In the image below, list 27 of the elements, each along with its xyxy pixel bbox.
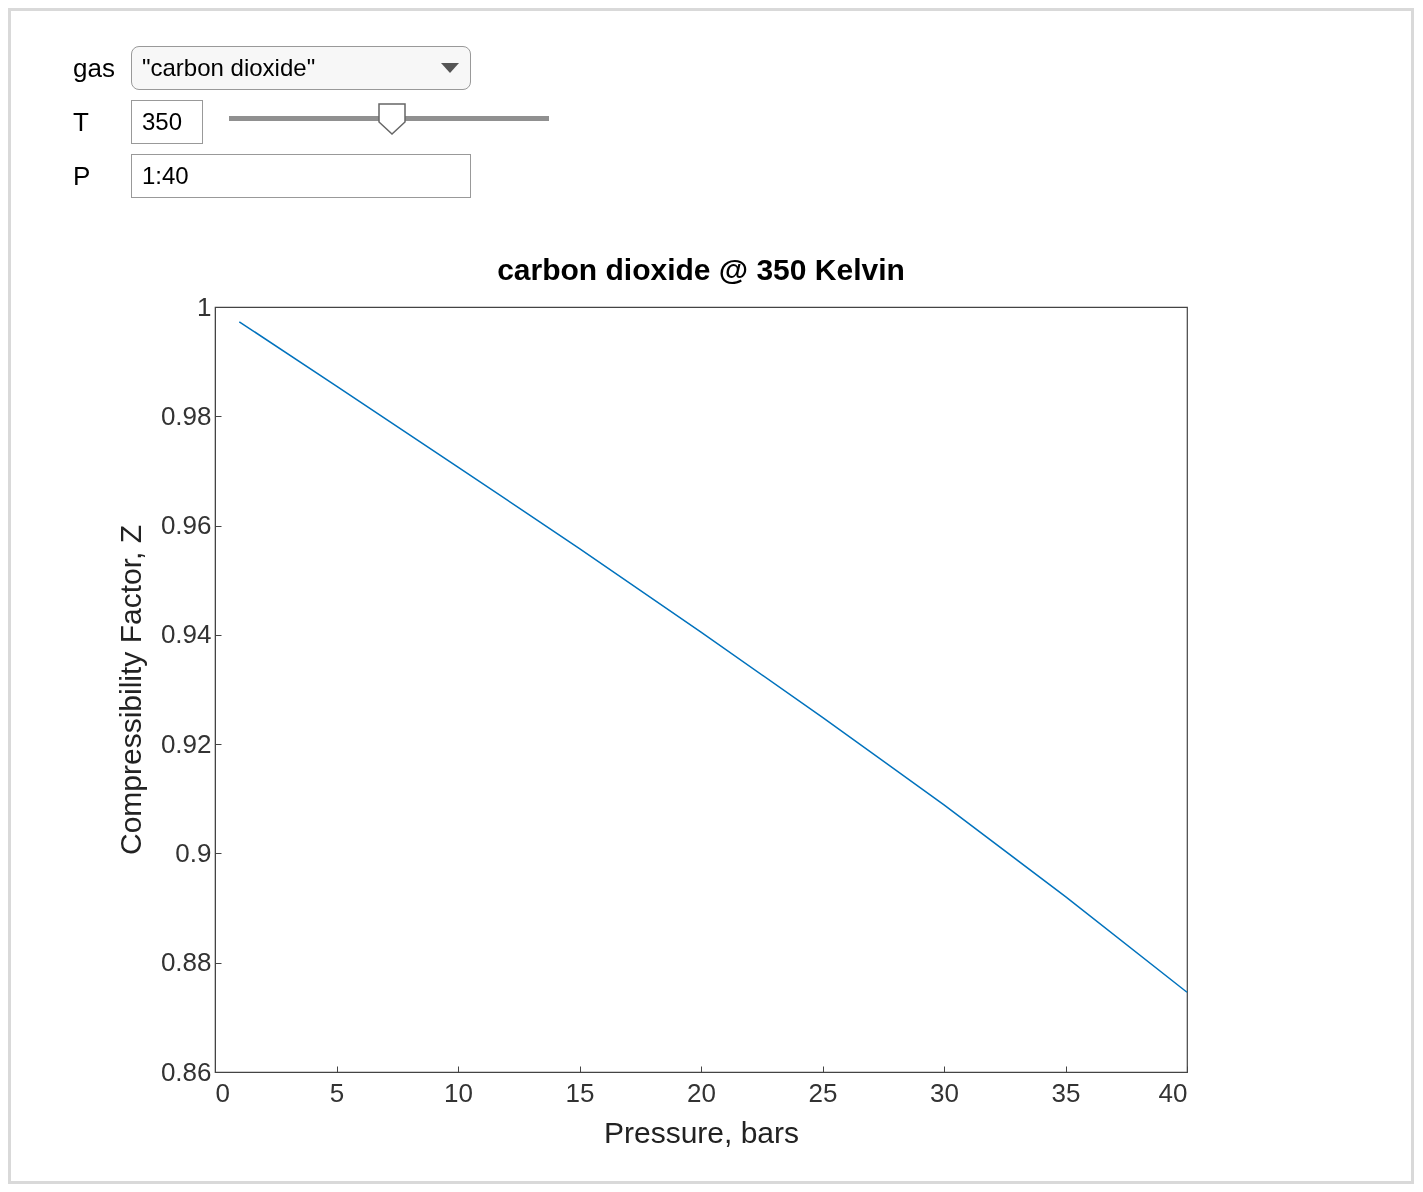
y-tick-label: 1 [197, 291, 212, 322]
x-tick-label: 0 [215, 1077, 230, 1108]
y-tick-label: 0.88 [160, 947, 212, 978]
y-tick-label: 0.96 [160, 510, 212, 541]
text: P [73, 160, 92, 192]
line-series [238, 321, 1188, 993]
chart-title: carbon dioxide @ 350 Kelvin [497, 253, 905, 286]
text: T [73, 106, 90, 138]
x-tick-label: 35 [1051, 1077, 1081, 1108]
text: gas [73, 52, 116, 84]
x-tick-label: 5 [329, 1077, 345, 1108]
text: 350 [142, 108, 183, 136]
y-tick-label: 0.92 [160, 728, 212, 759]
y-axis-title: Compressibility Factor, Z [113, 524, 147, 856]
x-tick-label: 20 [687, 1077, 716, 1108]
x-tick-label: 30 [930, 1077, 959, 1108]
x-tick-label: 15 [565, 1077, 595, 1108]
x-axis-title: Pressure, bars [603, 1115, 800, 1149]
y-tick-label: 0.9 [175, 837, 212, 868]
text: 1:40 [142, 162, 189, 190]
y-tick-label: 0.98 [160, 400, 212, 431]
y-tick-label: 0.94 [160, 619, 212, 650]
y-tick-label: 0.86 [160, 1056, 212, 1087]
text: "carbon dioxide" [142, 54, 316, 82]
x-tick-label: 10 [444, 1077, 473, 1108]
x-tick-label: 40 [1158, 1077, 1188, 1108]
x-tick-label: 25 [808, 1077, 838, 1108]
